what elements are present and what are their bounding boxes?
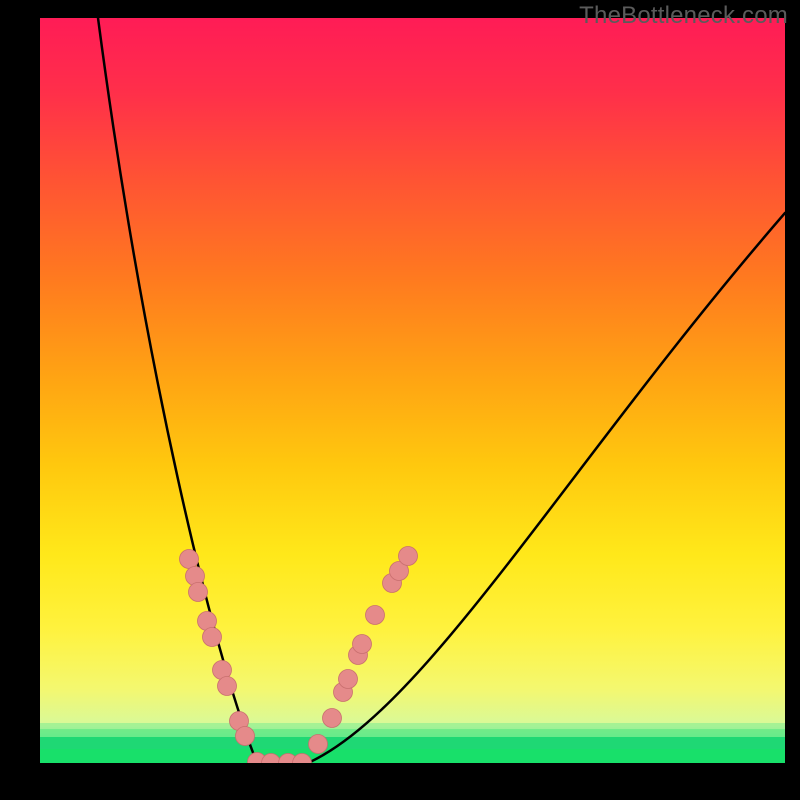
chart-svg [40,18,785,763]
bottleneck-curve [98,18,785,763]
bead-marker [203,628,222,647]
green-bands [40,723,785,763]
bead-marker [279,754,298,764]
bead-marker [334,683,353,702]
bead-marker [186,567,205,586]
bead-marker [293,754,312,764]
bead-marker [390,562,409,581]
bead-marker [353,635,372,654]
bead-marker [248,753,267,764]
bead-marker [262,754,281,764]
bead-marker [236,727,255,746]
bead-marker [218,677,237,696]
bead-marker [213,661,232,680]
curve-beads [180,547,418,764]
gradient-background [40,18,785,763]
bead-marker [339,670,358,689]
bead-marker [180,550,199,569]
green-band [40,723,785,729]
bead-marker [323,709,342,728]
bead-marker [399,547,418,566]
bead-marker [309,735,328,754]
bead-marker [198,612,217,631]
bead-marker [230,712,249,731]
bead-marker [189,583,208,602]
green-band [40,737,785,749]
chart-canvas: TheBottleneck.com [0,0,800,800]
watermark-text: TheBottleneck.com [579,2,788,30]
bead-marker [366,606,385,625]
green-band [40,729,785,737]
bead-marker [383,574,402,593]
bead-marker [349,646,368,665]
plot-area [40,18,785,763]
green-band [40,749,785,763]
